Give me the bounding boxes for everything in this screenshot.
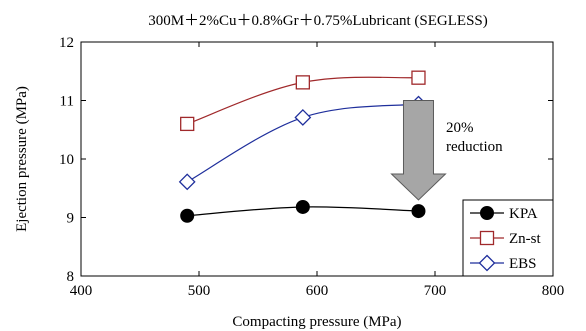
reduction-arrow [390, 100, 447, 201]
data-point [180, 208, 195, 223]
annotation-line1: 20% [446, 120, 474, 136]
legend-label-kpa: KPA [509, 206, 538, 222]
y-tick-label: 12 [59, 35, 74, 51]
legend-label-zn-st: Zn-st [509, 231, 541, 247]
chart-title: 300M＋2%Cu＋0.8%Gr＋0.75%Lubricant (SEGLESS… [148, 13, 488, 29]
x-tick-label: 700 [424, 283, 447, 299]
legend-marker-ebs [478, 254, 496, 272]
data-point [295, 75, 310, 90]
data-point [180, 116, 195, 132]
x-axis-label: Compacting pressure (MPa) [232, 314, 401, 330]
y-axis-label: Ejection pressure (MPa) [14, 86, 30, 232]
x-tick-label: 500 [188, 283, 211, 299]
y-tick-label: 11 [60, 94, 74, 110]
series-kpa [180, 199, 426, 223]
x-tick-label: 400 [70, 283, 93, 299]
data-point [411, 70, 426, 85]
series-zn-st [180, 70, 426, 132]
data-point [294, 109, 312, 126]
legend-label-ebs: EBS [509, 256, 537, 272]
annotation-line2: reduction [446, 139, 503, 155]
x-tick-label: 800 [542, 283, 565, 299]
series-ebs [178, 95, 427, 191]
data-point [295, 199, 310, 214]
axis-ticks: 400 500 600 700 800 8 9 10 11 12 [59, 35, 564, 299]
series-layer [178, 70, 427, 223]
y-tick-label: 8 [67, 269, 75, 285]
y-tick-label: 9 [67, 211, 75, 227]
legend-marker-zn-st [479, 230, 495, 246]
data-point [411, 204, 426, 219]
data-point [178, 173, 196, 191]
legend-marker-kpa [480, 206, 494, 220]
reduction-annotation: 20% reduction [390, 100, 503, 201]
y-tick-label: 10 [59, 152, 74, 168]
x-tick-label: 600 [306, 283, 329, 299]
legend: KPA Zn-st EBS [462, 199, 554, 277]
